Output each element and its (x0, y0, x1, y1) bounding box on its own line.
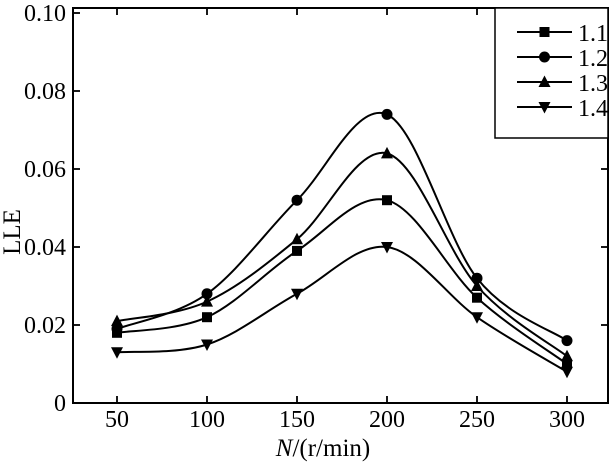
legend-label-1.4: 1.4 (578, 96, 608, 122)
x-axis-label: N/(r/min) (275, 435, 370, 462)
data-point-1.2 (471, 272, 483, 284)
data-point-1.4 (381, 242, 393, 254)
data-point-1.3 (201, 295, 213, 307)
y-axis-label: LLE (0, 209, 26, 255)
x-axis-label-units: /(r/min) (292, 435, 370, 462)
y-tick-label: 0.10 (24, 1, 66, 27)
series-curve-1.2 (116, 111, 568, 342)
data-point-1.3 (291, 232, 303, 245)
data-point-1.1 (382, 195, 392, 206)
data-point-1.4 (561, 366, 573, 379)
data-point-1.4 (291, 288, 303, 301)
data-point-1.3 (471, 279, 483, 291)
x-tick-label: 100 (189, 407, 225, 433)
data-point-1.3 (381, 146, 393, 159)
series-curve-1.3 (116, 151, 568, 358)
data-point-1.2 (201, 288, 213, 300)
data-point-1.3 (561, 349, 573, 362)
legend-label-1.2: 1.2 (578, 46, 608, 72)
x-axis-label-symbol: N (275, 435, 294, 462)
data-point-1.2 (291, 194, 303, 206)
legend-marker-1.1 (539, 27, 550, 37)
data-point-1.1 (562, 359, 572, 369)
legend-box (494, 7, 609, 139)
data-point-1.4 (111, 347, 123, 359)
x-tick-label: 150 (279, 407, 315, 433)
data-point-1.1 (202, 312, 212, 323)
data-point-1.4 (471, 312, 483, 324)
plot-frame (72, 7, 609, 404)
series-curve-1.1 (116, 198, 568, 365)
y-tick-label: 0.04 (24, 235, 66, 261)
y-tick-label: 0.08 (24, 79, 66, 105)
data-point-1.4 (201, 339, 213, 351)
data-point-1.1 (472, 292, 482, 303)
legend-label-1.3: 1.3 (578, 71, 608, 97)
x-tick-label: 250 (459, 407, 495, 433)
data-point-1.2 (111, 323, 123, 335)
data-point-1.2 (561, 335, 573, 347)
legend-marker-1.2 (539, 51, 550, 63)
chart-layer: 50 100 150 200 250 300 0 0.02 0.04 0.06 0.08 0.10 1.… (24, 1, 609, 433)
y-tick-label: 0.06 (24, 157, 66, 183)
x-tick-label: 200 (369, 407, 405, 433)
data-point-1.1 (292, 245, 302, 256)
data-point-1.3 (111, 314, 123, 327)
legend-marker-1.4 (538, 102, 551, 114)
x-tick-label: 300 (549, 407, 585, 433)
legend-marker-1.3 (538, 75, 551, 87)
y-tick-label: 0 (54, 391, 66, 417)
x-tick-label: 50 (105, 407, 129, 433)
y-tick-label: 0.02 (24, 313, 66, 339)
legend-label-1.1: 1.1 (578, 21, 608, 47)
data-point-1.2 (381, 108, 393, 120)
